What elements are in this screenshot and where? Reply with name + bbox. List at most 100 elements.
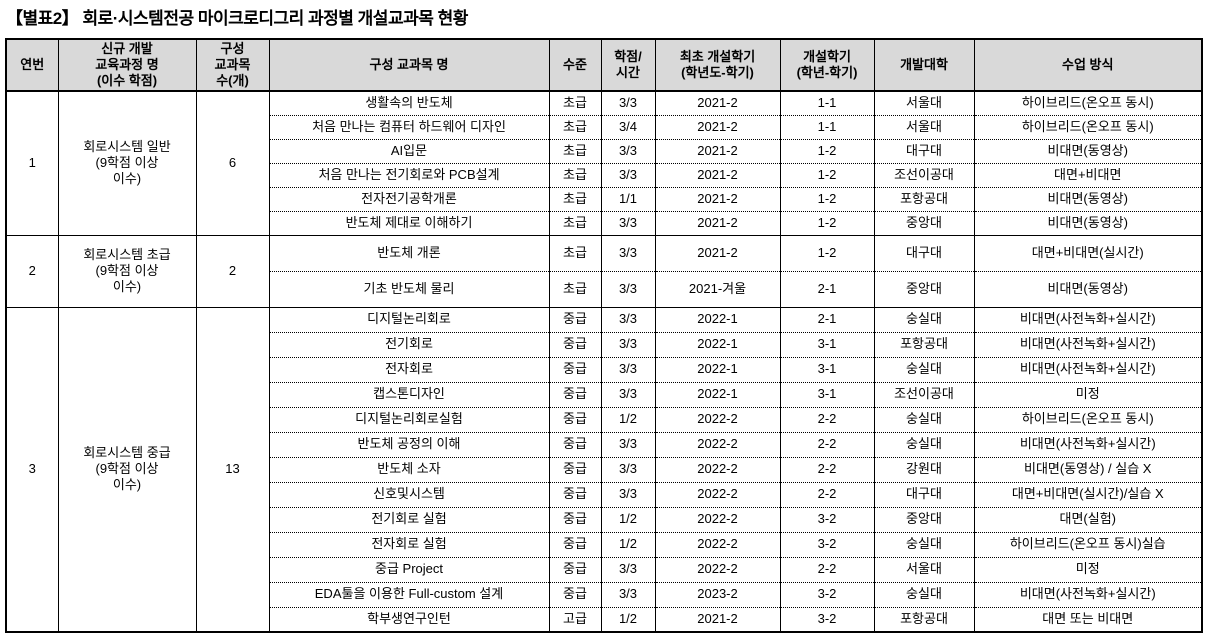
cell-first-term: 2022-1	[654, 356, 781, 383]
cell-course-name: AI입문	[268, 138, 550, 164]
group-count-cell: 13	[195, 306, 270, 633]
cell-term: 3-1	[779, 381, 875, 408]
cell-course-name: 전자회로 실험	[268, 531, 550, 558]
cell-credit: 3/3	[600, 270, 656, 308]
table-row: 2 회로시스템 초급 (9학점 이상 이수) 2 반도체 개론 초급 3/3 2021-2 1…	[5, 234, 1203, 308]
table-row: 반도체 공정의 이해 중급 3/3 2022-2 2-2 숭실대 비대면(사전녹화+실시간)	[6, 431, 1203, 458]
header-course: 구성 교과목 명	[268, 38, 550, 92]
cell-course-name: 반도체 개론	[268, 234, 550, 272]
cell-method: 하이브리드(온오프 동시)실습	[973, 531, 1203, 558]
table-row: 중급 Project 중급 3/3 2022-2 2-2 서울대 미정	[6, 556, 1203, 583]
cell-level: 중급	[548, 531, 602, 558]
group-program-cell: 회로시스템 일반 (9학점 이상 이수)	[57, 90, 197, 236]
cell-first-term: 2021-2	[654, 234, 781, 272]
cell-method: 대면+비대면	[973, 162, 1203, 188]
cell-credit: 3/3	[600, 234, 656, 272]
table-row: 전자전기공학개론 초급 1/1 2021-2 1-2 포항공대 비대면(동영상)	[6, 186, 1203, 212]
cell-method: 대면+비대면(실시간)/실습 X	[973, 481, 1203, 508]
cell-level: 초급	[548, 186, 602, 212]
table-row: 처음 만나는 컴퓨터 하드웨어 디자인 초급 3/4 2021-2 1-1 서울대 하이브리…	[6, 114, 1203, 140]
cell-term: 1-2	[779, 162, 875, 188]
group-no-cell: 1	[5, 90, 59, 236]
cell-first-term: 2023-2	[654, 581, 781, 608]
cell-first-term: 2021-2	[654, 606, 781, 633]
cell-course-name: 생활속의 반도체	[268, 90, 550, 116]
cell-method: 비대면(동영상)	[973, 210, 1203, 236]
cell-first-term: 2022-2	[654, 406, 781, 433]
header-term: 개설학기 (학년-학기)	[779, 38, 875, 92]
cell-term: 3-1	[779, 331, 875, 358]
cell-univ: 숭실대	[873, 356, 975, 383]
cell-method: 미정	[973, 381, 1203, 408]
cell-univ: 숭실대	[873, 406, 975, 433]
table-row: 기초 반도체 물리 초급 3/3 2021-겨울 2-1 중앙대 비대면(동영상)	[6, 270, 1203, 308]
cell-level: 초급	[548, 90, 602, 116]
cell-credit: 3/3	[600, 481, 656, 508]
cell-univ: 대구대	[873, 138, 975, 164]
cell-first-term: 2021-2	[654, 114, 781, 140]
cell-credit: 3/3	[600, 431, 656, 458]
group-program-cell: 회로시스템 초급 (9학점 이상 이수)	[57, 234, 197, 308]
header-count: 구성 교과목 수(개)	[195, 38, 270, 92]
cell-level: 초급	[548, 270, 602, 308]
cell-level: 중급	[548, 356, 602, 383]
cell-course-name: 디지털논리회로실험	[268, 406, 550, 433]
cell-univ: 포항공대	[873, 606, 975, 633]
group-count-cell: 2	[195, 234, 270, 308]
cell-method: 하이브리드(온오프 동시)	[973, 114, 1203, 140]
table-row: 학부생연구인턴 고급 1/2 2021-2 3-2 포항공대 대면 또는 비대면	[6, 606, 1203, 633]
cell-method: 비대면(사전녹화+실시간)	[973, 306, 1203, 333]
table-row: 전자회로 중급 3/3 2022-1 3-1 숭실대 비대면(사전녹화+실시간)	[6, 356, 1203, 383]
cell-level: 초급	[548, 138, 602, 164]
cell-credit: 1/2	[600, 406, 656, 433]
cell-method: 대면+비대면(실시간)	[973, 234, 1203, 272]
cell-level: 초급	[548, 114, 602, 140]
cell-method: 대면(실험)	[973, 506, 1203, 533]
cell-level: 고급	[548, 606, 602, 633]
table-row: AI입문 초급 3/3 2021-2 1-2 대구대 비대면(동영상)	[6, 138, 1203, 164]
cell-first-term: 2022-1	[654, 331, 781, 358]
cell-credit: 1/2	[600, 506, 656, 533]
cell-course-name: 처음 만나는 전기회로와 PCB설계	[268, 162, 550, 188]
cell-method: 비대면(사전녹화+실시간)	[973, 356, 1203, 383]
cell-first-term: 2022-2	[654, 556, 781, 583]
cell-method: 미정	[973, 556, 1203, 583]
group-count-cell: 6	[195, 90, 270, 236]
cell-univ: 포항공대	[873, 331, 975, 358]
cell-term: 1-1	[779, 114, 875, 140]
cell-method: 비대면(사전녹화+실시간)	[973, 431, 1203, 458]
cell-course-name: 기초 반도체 물리	[268, 270, 550, 308]
cell-first-term: 2022-2	[654, 506, 781, 533]
cell-first-term: 2021-2	[654, 162, 781, 188]
header-program: 신규 개발 교육과정 명 (이수 학점)	[57, 38, 197, 92]
group-no-cell: 3	[5, 306, 59, 633]
cell-term: 1-1	[779, 90, 875, 116]
cell-level: 중급	[548, 556, 602, 583]
cell-term: 1-2	[779, 234, 875, 272]
header-method: 수업 방식	[973, 38, 1203, 92]
cell-first-term: 2021-2	[654, 186, 781, 212]
cell-method: 비대면(사전녹화+실시간)	[973, 331, 1203, 358]
cell-credit: 3/3	[600, 556, 656, 583]
cell-credit: 3/3	[600, 306, 656, 333]
table-row: 신호및시스템 중급 3/3 2022-2 2-2 대구대 대면+비대면(실시간)/실습 X	[6, 481, 1203, 508]
cell-level: 중급	[548, 406, 602, 433]
cell-level: 초급	[548, 234, 602, 272]
cell-level: 중급	[548, 381, 602, 408]
cell-univ: 중앙대	[873, 506, 975, 533]
cell-course-name: 중급 Project	[268, 556, 550, 583]
cell-level: 중급	[548, 581, 602, 608]
cell-method: 비대면(동영상)	[973, 138, 1203, 164]
cell-univ: 강원대	[873, 456, 975, 483]
cell-term: 2-2	[779, 456, 875, 483]
cell-term: 1-2	[779, 186, 875, 212]
cell-credit: 3/4	[600, 114, 656, 140]
cell-method: 하이브리드(온오프 동시)	[973, 406, 1203, 433]
cell-first-term: 2022-2	[654, 456, 781, 483]
cell-credit: 3/3	[600, 581, 656, 608]
cell-credit: 3/3	[600, 331, 656, 358]
cell-term: 2-2	[779, 481, 875, 508]
header-credit: 학점/ 시간	[600, 38, 656, 92]
course-table: 연번 신규 개발 교육과정 명 (이수 학점) 구성 교과목 수(개) 구성 교…	[5, 38, 1203, 633]
